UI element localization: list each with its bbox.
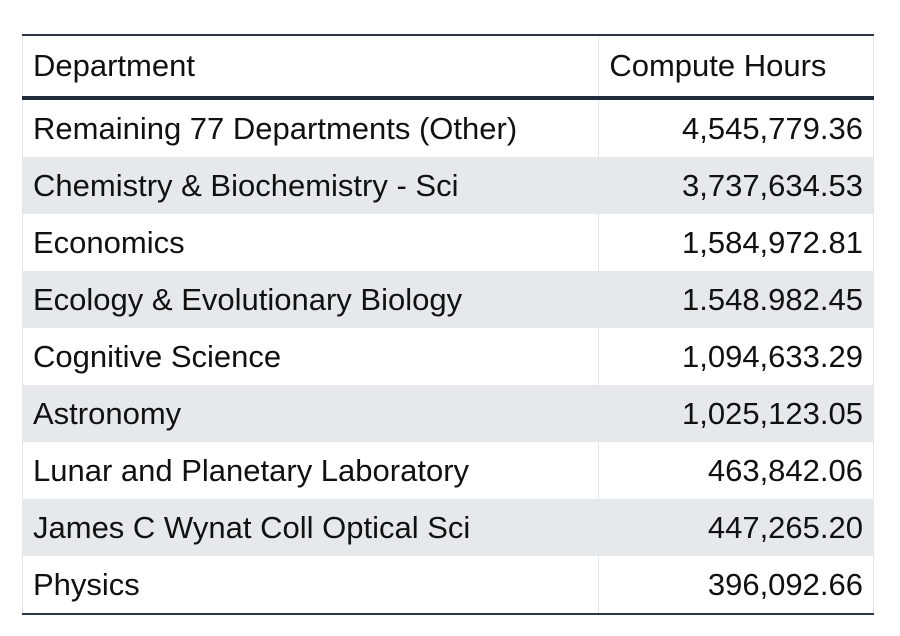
- table-header: Department Compute Hours: [21, 35, 874, 98]
- table-row: Cognitive Science 1,094,633.29: [21, 328, 874, 385]
- data-table-container: Department Compute Hours Remaining 77 De…: [21, 34, 874, 615]
- header-row: Department Compute Hours: [21, 35, 874, 98]
- cell-department: Ecology & Evolutionary Biology: [21, 271, 600, 328]
- cell-department: Astronomy: [21, 385, 600, 442]
- cell-department: James C Wynat Coll Optical Sci: [21, 499, 600, 556]
- cell-compute-hours: 1,584,972.81: [598, 214, 874, 271]
- table-row: James C Wynat Coll Optical Sci 447,265.2…: [21, 499, 874, 556]
- cell-department: Lunar and Planetary Laboratory: [21, 442, 600, 499]
- table-row: Ecology & Evolutionary Biology 1.548.982…: [21, 271, 874, 328]
- cell-compute-hours: 447,265.20: [598, 499, 874, 556]
- header-compute-hours: Compute Hours: [598, 35, 874, 98]
- table-row: Physics 396,092.66: [21, 556, 874, 614]
- table-row: Remaining 77 Departments (Other) 4,545,7…: [21, 98, 874, 157]
- cell-compute-hours: 396,092.66: [598, 556, 874, 614]
- cell-department: Physics: [21, 556, 600, 614]
- table-row: Chemistry & Biochemistry - Sci 3,737,634…: [21, 157, 874, 214]
- cell-department: Cognitive Science: [21, 328, 600, 385]
- table-row: Economics 1,584,972.81: [21, 214, 874, 271]
- cell-department: Economics: [21, 214, 600, 271]
- table-body: Remaining 77 Departments (Other) 4,545,7…: [21, 98, 874, 614]
- cell-compute-hours: 3,737,634.53: [598, 157, 874, 214]
- cell-compute-hours: 4,545,779.36: [598, 98, 874, 157]
- cell-compute-hours: 1,025,123.05: [598, 385, 874, 442]
- cell-department: Remaining 77 Departments (Other): [21, 98, 600, 157]
- cell-compute-hours: 1.548.982.45: [598, 271, 874, 328]
- cell-department: Chemistry & Biochemistry - Sci: [21, 157, 600, 214]
- cell-compute-hours: 1,094,633.29: [598, 328, 874, 385]
- cell-compute-hours: 463,842.06: [598, 442, 874, 499]
- compute-hours-table: Department Compute Hours Remaining 77 De…: [21, 34, 874, 615]
- header-department: Department: [21, 35, 600, 98]
- table-row: Astronomy 1,025,123.05: [21, 385, 874, 442]
- table-row: Lunar and Planetary Laboratory 463,842.0…: [21, 442, 874, 499]
